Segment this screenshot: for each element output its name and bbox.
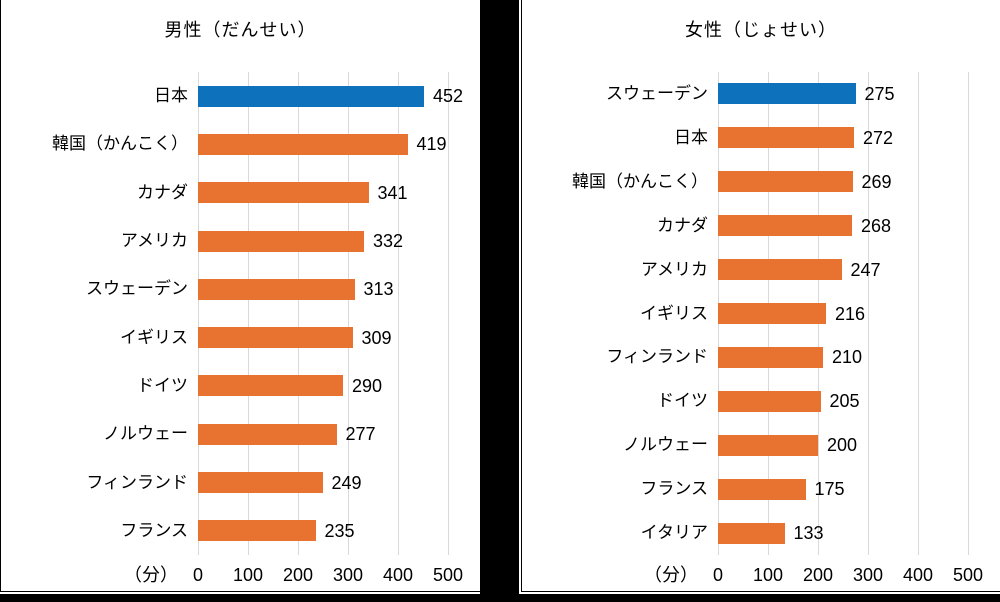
bar [718,171,853,193]
x-axis-tick-label: 300 [332,565,364,585]
x-axis-tick-label: 0 [192,565,203,585]
value-label: 269 [861,171,892,192]
chart-title-female: 女性（じょせい） [685,20,837,40]
bar [718,434,818,456]
chart-title-male: 男性（だんせい） [164,20,317,40]
category-label: フィンランド [606,347,708,367]
x-axis-tick-label: 0 [712,565,723,585]
category-label: フランス [120,520,188,540]
bar [718,215,852,237]
category-label: スウェーデン [86,279,188,299]
category-label: スウェーデン [606,83,708,103]
value-label: 277 [345,424,376,445]
gridline [198,72,199,555]
value-label: 419 [416,134,447,155]
gridline [968,72,969,555]
value-label: 452 [433,86,464,107]
bar [718,127,854,149]
gridline [448,72,449,555]
chart-panel-female: 女性（じょせい） 0 100 200 300 400 500 （分） スウェーデン 275 日本 2… [521,0,1000,592]
gridline [248,72,249,555]
category-label: アメリカ [120,231,188,251]
gridline [348,72,349,555]
bar [718,303,826,324]
bar [198,423,337,445]
value-label: 341 [377,182,408,203]
value-label: 235 [324,520,355,541]
category-label: イタリア [640,523,708,543]
bar [718,83,856,105]
category-label: ノルウェー [623,435,708,455]
bar [198,327,353,349]
category-label: ドイツ [657,391,708,411]
bar [198,520,316,542]
category-label: フランス [640,479,708,499]
bar [718,259,842,281]
axis-unit-label: （分） [644,565,698,585]
bar [198,278,355,300]
x-axis-tick-label: 500 [432,565,464,585]
axis-unit-label: （分） [124,565,178,585]
plot-area-female: 0 100 200 300 400 500 （分） スウェーデン 275 日本 272 韓国（かんこく… [522,0,1000,591]
x-axis-tick-label: 200 [282,565,314,585]
value-label: 332 [373,231,404,252]
bar [198,375,343,397]
gridline [918,72,919,555]
value-label: 210 [832,347,863,368]
bar [198,85,424,107]
category-label: イギリス [120,327,188,347]
value-label: 290 [352,375,383,396]
bar [718,390,821,412]
category-label: 韓国（かんこく） [52,134,188,154]
value-label: 205 [829,391,860,412]
value-label: 175 [814,479,845,500]
panel-divider [480,0,519,602]
x-axis-tick-label: 200 [802,565,834,585]
value-label: 268 [861,215,892,236]
category-label: ドイツ [137,375,188,395]
value-label: 247 [850,259,881,280]
value-label: 249 [331,472,362,493]
category-label: 日本 [154,86,188,106]
value-label: 313 [363,279,394,300]
x-axis-tick-label: 400 [382,565,414,585]
category-label: カナダ [657,215,708,235]
gridline [868,72,869,555]
x-axis-tick-label: 100 [752,565,784,585]
bar [718,522,785,544]
category-label: アメリカ [640,259,708,279]
gridline [398,72,399,555]
value-label: 309 [361,327,392,348]
plot-area-male: 0 100 200 300 400 500 （分） 日本 452 韓国（かんこく） 419 カナダ 34… [1,0,480,591]
bar [718,346,823,368]
value-label: 275 [864,83,895,104]
chart-panel-male: 男性（だんせい） 0 100 200 300 400 500 （分） 日本 452 韓国（かんこく… [0,0,480,592]
value-label: 216 [835,303,866,324]
bar [198,182,369,204]
category-label: ノルウェー [103,424,188,444]
bottom-frame-bar [0,594,1000,602]
x-axis-tick-label: 100 [232,565,264,585]
category-label: フィンランド [86,472,188,492]
category-label: 日本 [674,127,708,147]
x-axis-tick-label: 500 [952,565,984,585]
value-label: 272 [863,127,894,148]
bar [198,472,323,494]
gridline [298,72,299,555]
bar [718,478,806,500]
bar [198,230,364,252]
category-label: イギリス [640,303,708,323]
x-axis-tick-label: 300 [852,565,884,585]
category-label: カナダ [137,182,188,202]
x-axis-tick-label: 400 [902,565,934,585]
category-label: 韓国（かんこく） [572,171,708,191]
value-label: 200 [827,435,858,456]
value-label: 133 [793,523,824,544]
bar [198,133,408,155]
